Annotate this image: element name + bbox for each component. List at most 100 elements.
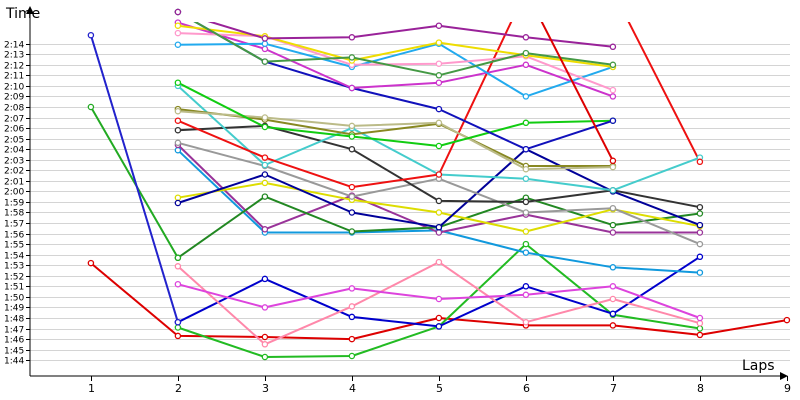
data-point	[522, 240, 530, 248]
data-point	[261, 161, 269, 169]
y-tick-label: 1:44	[4, 357, 24, 367]
y-axis-label: Time	[5, 6, 40, 22]
y-tick-labels: 1:441:451:461:471:481:491:501:511:521:53…	[4, 41, 30, 367]
data-point	[435, 39, 443, 46]
data-point	[609, 283, 617, 290]
data-point	[522, 198, 530, 206]
data-point	[174, 117, 182, 124]
y-tick-label: 2:06	[4, 125, 24, 135]
data-point	[261, 35, 269, 42]
data-point	[696, 314, 704, 322]
data-point	[522, 61, 530, 69]
data-point	[435, 223, 443, 231]
data-point	[609, 93, 617, 100]
data-point	[261, 353, 269, 361]
y-tick-label: 2:12	[4, 62, 24, 72]
series-line-26	[90, 106, 179, 259]
data-point	[522, 209, 530, 216]
data-point	[174, 318, 182, 326]
data-point	[435, 105, 443, 113]
data-point	[174, 139, 182, 147]
data-point	[174, 41, 182, 48]
data-point	[348, 303, 356, 310]
data-point	[696, 253, 704, 261]
data-point	[435, 60, 443, 67]
data-point	[435, 119, 443, 127]
data-point	[174, 194, 182, 201]
axes	[26, 6, 788, 380]
data-point	[348, 133, 356, 140]
data-point	[174, 29, 182, 37]
data-point	[348, 84, 356, 92]
data-point	[522, 93, 530, 100]
data-point	[609, 295, 617, 303]
data-point	[348, 183, 356, 191]
y-tick-label: 1:46	[4, 336, 24, 346]
y-tick-label: 1:48	[4, 315, 24, 325]
data-point	[348, 54, 356, 61]
data-point	[174, 8, 182, 16]
series-line-16	[177, 110, 613, 171]
data-point	[174, 146, 182, 154]
series-line-21	[177, 32, 614, 92]
y-tick-label: 2:05	[4, 136, 24, 146]
data-point	[261, 40, 269, 47]
x-tick-label: 4	[349, 382, 356, 395]
data-point	[348, 34, 356, 41]
y-tick-label: 2:09	[4, 93, 24, 103]
data-point	[435, 295, 443, 303]
marker-layer	[87, 8, 791, 361]
x-axis-arrow	[780, 372, 788, 380]
data-point	[348, 209, 356, 216]
data-point	[348, 285, 356, 292]
data-point	[435, 258, 443, 266]
y-tick-label: 2:11	[4, 72, 24, 82]
data-point	[435, 79, 443, 86]
y-tick-label: 1:57	[4, 220, 24, 230]
data-point	[696, 240, 704, 248]
data-point	[261, 341, 269, 348]
data-point	[696, 269, 704, 276]
data-point	[522, 318, 530, 326]
x-tick-label: 5	[436, 382, 443, 395]
data-point	[696, 158, 704, 166]
data-point	[609, 204, 617, 212]
data-point	[609, 157, 617, 165]
data-point	[348, 193, 356, 200]
data-point	[261, 58, 269, 65]
data-point	[261, 154, 269, 161]
data-point	[174, 79, 182, 86]
data-point	[174, 263, 182, 270]
y-tick-label: 1:50	[4, 294, 24, 304]
data-point	[522, 49, 530, 57]
data-point	[174, 332, 182, 340]
y-tick-label: 1:55	[4, 241, 24, 251]
data-point	[522, 165, 530, 173]
data-point	[522, 291, 530, 299]
data-point	[174, 199, 182, 207]
x-tick-label: 2	[175, 382, 182, 395]
data-point	[435, 197, 443, 205]
y-tick-label: 2:13	[4, 51, 24, 61]
series-line-4	[177, 261, 701, 346]
data-point	[174, 324, 182, 331]
data-point	[87, 259, 95, 267]
data-point	[348, 228, 356, 235]
data-point	[435, 142, 443, 150]
series-line-20	[177, 42, 614, 98]
y-tick-label: 2:00	[4, 188, 24, 198]
data-point	[174, 254, 182, 262]
x-tick-label: 6	[523, 382, 530, 395]
data-point	[609, 43, 617, 51]
data-point	[261, 333, 269, 341]
data-point	[261, 171, 269, 178]
data-point	[348, 122, 356, 130]
data-point	[261, 179, 269, 187]
data-point	[609, 117, 617, 124]
data-point	[609, 163, 617, 171]
x-tick-label: 1	[88, 382, 95, 395]
y-tick-label: 1:59	[4, 199, 24, 209]
x-tick-label: 7	[610, 382, 617, 395]
data-point	[609, 221, 617, 229]
y-tick-label: 2:07	[4, 115, 24, 125]
